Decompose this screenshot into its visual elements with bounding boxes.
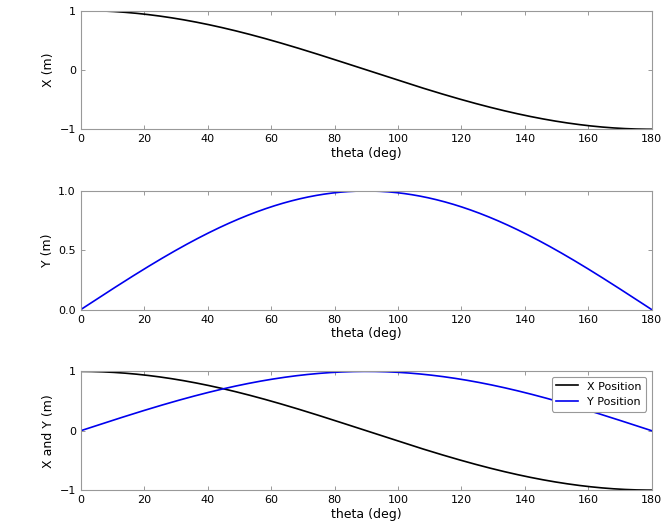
X Position xyxy=(328,416,336,423)
X Position xyxy=(135,371,143,377)
Legend: X Position, Y Position: X Position, Y Position xyxy=(552,377,646,412)
Line: X Position: X Position xyxy=(81,372,652,490)
Y-axis label: Y (m): Y (m) xyxy=(41,233,54,267)
Y Position xyxy=(523,390,531,396)
X-axis label: theta (deg): theta (deg) xyxy=(331,327,402,340)
Y Position xyxy=(648,427,656,434)
X-axis label: theta (deg): theta (deg) xyxy=(331,147,402,160)
Y-axis label: X (m): X (m) xyxy=(42,53,55,87)
Y Position xyxy=(362,368,370,375)
Y Position xyxy=(135,409,143,415)
Y Position xyxy=(328,369,336,376)
X Position xyxy=(77,368,85,375)
Y Position xyxy=(77,427,85,434)
X Position xyxy=(469,461,477,467)
X Position xyxy=(648,487,656,493)
X Position xyxy=(532,475,540,482)
Line: Y Position: Y Position xyxy=(81,372,652,431)
Y Position xyxy=(533,393,541,399)
X-axis label: theta (deg): theta (deg) xyxy=(331,508,402,521)
Y Position xyxy=(470,378,478,385)
Y-axis label: X and Y (m): X and Y (m) xyxy=(42,394,55,467)
X Position xyxy=(522,473,530,480)
X Position xyxy=(308,410,316,416)
Y Position xyxy=(308,371,316,377)
